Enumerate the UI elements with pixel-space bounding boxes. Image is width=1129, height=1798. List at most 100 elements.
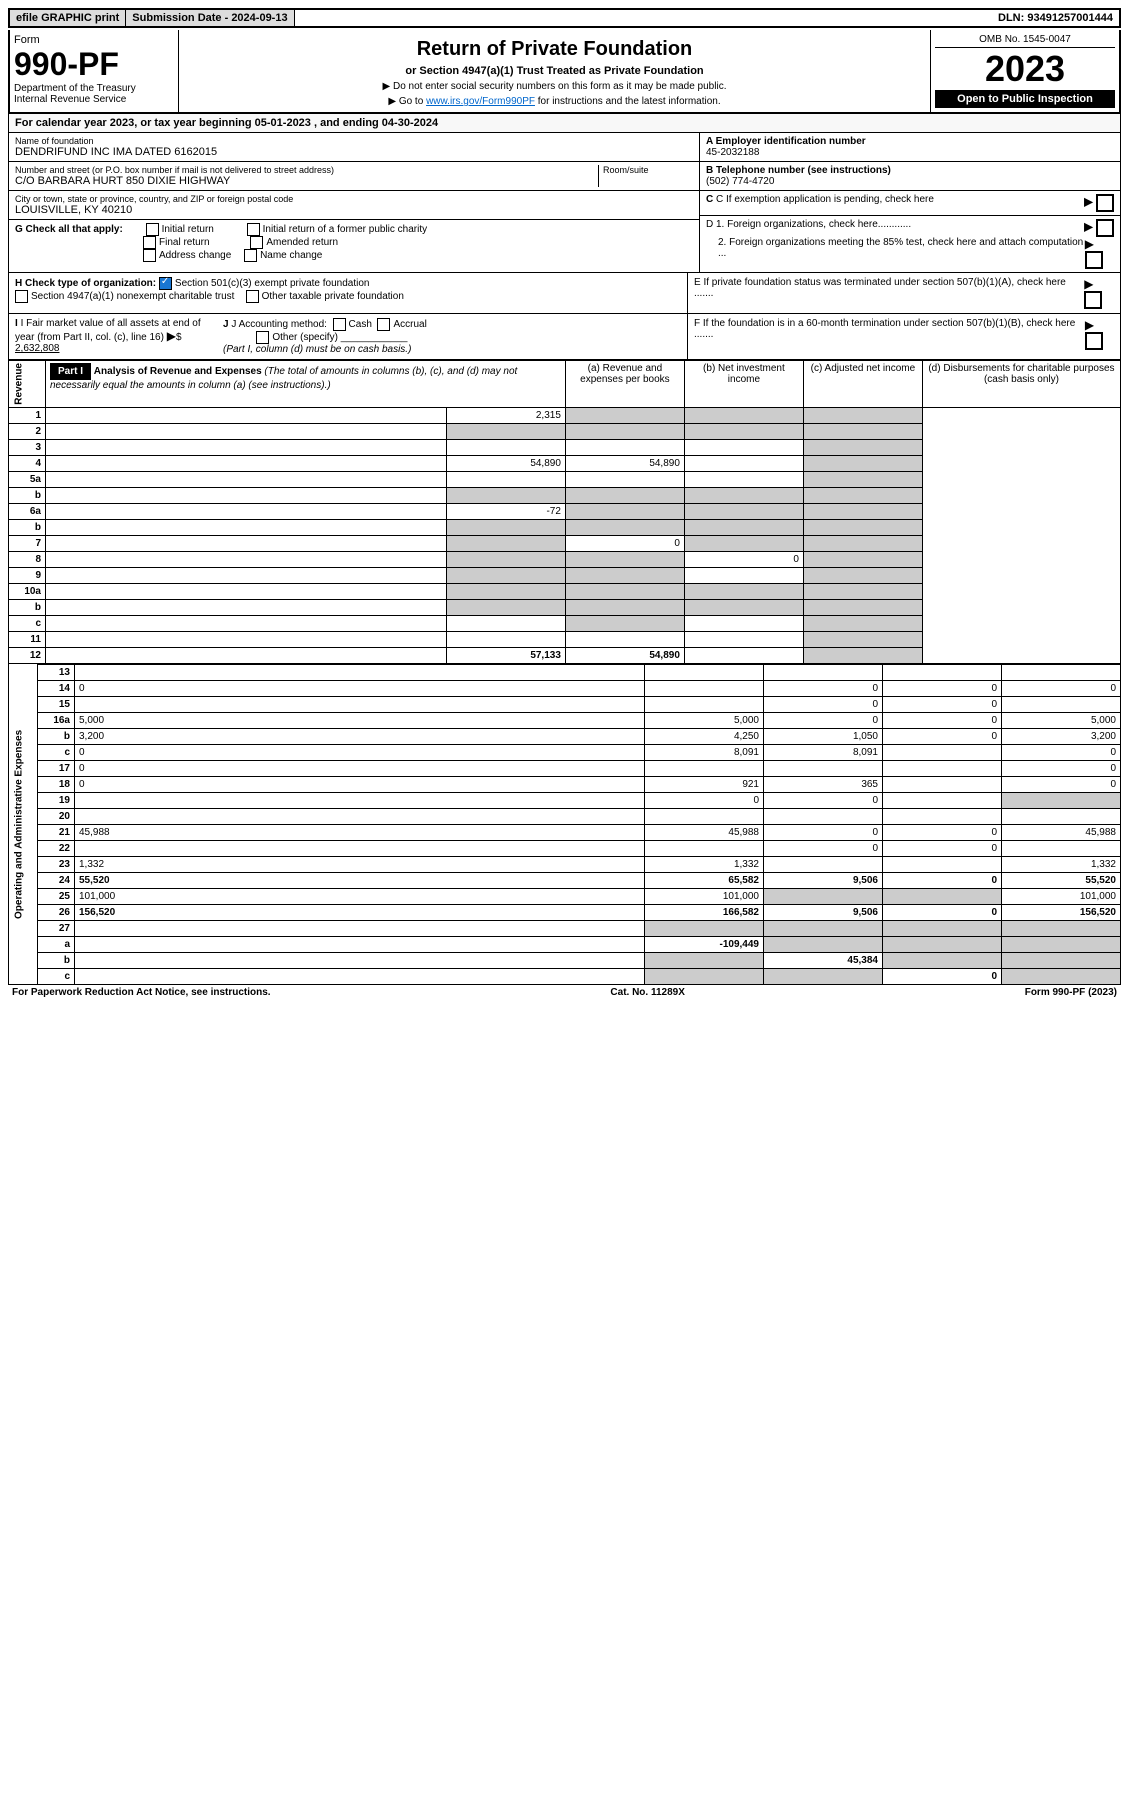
amount-cell — [684, 423, 803, 439]
line-description — [46, 439, 447, 455]
checkbox-checked-icon[interactable] — [159, 277, 172, 290]
table-row: 27 — [9, 920, 1121, 936]
amount-cell: 0 — [764, 712, 883, 728]
checkbox-icon[interactable] — [1085, 251, 1103, 269]
amount-cell — [645, 840, 764, 856]
amount-cell — [565, 439, 684, 455]
amount-cell: 54,890 — [565, 647, 684, 663]
line-description — [75, 664, 645, 680]
amount-cell: 8,091 — [645, 744, 764, 760]
table-row: 1500 — [9, 696, 1121, 712]
amount-cell: 2,315 — [446, 407, 565, 423]
form-number: 990-PF — [14, 46, 174, 83]
checkbox-icon[interactable] — [146, 223, 159, 236]
checkbox-icon[interactable] — [244, 249, 257, 262]
line-description — [75, 952, 645, 968]
line-description — [75, 840, 645, 856]
amount-cell — [764, 936, 883, 952]
amount-cell: 1,332 — [645, 856, 764, 872]
table-row: 26156,520166,5829,5060156,520 — [9, 904, 1121, 920]
amount-cell — [803, 599, 922, 615]
amount-cell — [446, 487, 565, 503]
efile-print-button[interactable]: efile GRAPHIC print — [10, 10, 126, 26]
amount-cell — [446, 631, 565, 647]
table-row: 2200 — [9, 840, 1121, 856]
amount-cell — [883, 936, 1002, 952]
line-number: b — [38, 728, 75, 744]
checkbox-icon[interactable] — [247, 223, 260, 236]
irs-link[interactable]: www.irs.gov/Form990PF — [426, 96, 535, 107]
amount-cell: 0 — [1002, 776, 1121, 792]
amount-cell — [684, 503, 803, 519]
col-c: (c) Adjusted net income — [803, 361, 922, 408]
checkbox-icon[interactable] — [1096, 219, 1114, 237]
amount-cell: 0 — [1002, 744, 1121, 760]
footer: For Paperwork Reduction Act Notice, see … — [8, 985, 1121, 1000]
amount-cell — [684, 407, 803, 423]
amount-cell — [803, 407, 922, 423]
dept: Department of the Treasury — [14, 83, 174, 94]
amount-cell — [684, 583, 803, 599]
form-label: Form — [14, 34, 174, 46]
checkbox-icon[interactable] — [1084, 291, 1102, 309]
amount-cell: 0 — [645, 792, 764, 808]
line-number: 17 — [38, 760, 75, 776]
amount-cell: 5,000 — [645, 712, 764, 728]
line-description: 0 — [75, 776, 645, 792]
line-number: a — [38, 936, 75, 952]
table-row: 3 — [9, 439, 1121, 455]
line-description: 55,520 — [75, 872, 645, 888]
checkbox-icon[interactable] — [15, 290, 28, 303]
amount-cell: 0 — [883, 904, 1002, 920]
line-description — [75, 808, 645, 824]
line-description — [46, 503, 447, 519]
amount-cell — [565, 631, 684, 647]
amount-cell: 5,000 — [1002, 712, 1121, 728]
amount-cell — [684, 487, 803, 503]
amount-cell — [803, 551, 922, 567]
amount-cell — [446, 423, 565, 439]
line-description — [75, 792, 645, 808]
header-left: Form 990-PF Department of the Treasury I… — [10, 30, 179, 112]
footer-left: For Paperwork Reduction Act Notice, see … — [12, 987, 271, 998]
line-description — [46, 647, 447, 663]
checkbox-icon[interactable] — [256, 331, 269, 344]
amount-cell — [1002, 808, 1121, 824]
dln: DLN: 93491257001444 — [992, 10, 1119, 26]
amount-cell — [684, 567, 803, 583]
checkbox-icon[interactable] — [246, 290, 259, 303]
line-number: 4 — [9, 455, 46, 471]
line-description: 1,332 — [75, 856, 645, 872]
amount-cell — [883, 952, 1002, 968]
col-a: (a) Revenue and expenses per books — [565, 361, 684, 408]
line-number: 15 — [38, 696, 75, 712]
checkbox-icon[interactable] — [143, 236, 156, 249]
checkbox-icon[interactable] — [1085, 332, 1103, 350]
form-title: Return of Private Foundation — [187, 38, 922, 61]
form-subtitle: or Section 4947(a)(1) Trust Treated as P… — [187, 65, 922, 77]
table-row: c — [9, 615, 1121, 631]
amount-cell — [446, 471, 565, 487]
table-row: 6a-72 — [9, 503, 1121, 519]
checkbox-icon[interactable] — [143, 249, 156, 262]
amount-cell: -109,449 — [645, 936, 764, 952]
amount-cell — [565, 551, 684, 567]
amount-cell: 0 — [764, 680, 883, 696]
checkbox-icon[interactable] — [377, 318, 390, 331]
header-center: Return of Private Foundation or Section … — [179, 30, 931, 112]
line-number: 25 — [38, 888, 75, 904]
amount-cell — [883, 920, 1002, 936]
checkbox-icon[interactable] — [1096, 194, 1114, 212]
part1-badge: Part I — [50, 363, 91, 380]
line-number: 14 — [38, 680, 75, 696]
checkbox-icon[interactable] — [250, 236, 263, 249]
line-number: 27 — [38, 920, 75, 936]
amount-cell — [645, 920, 764, 936]
amount-cell — [1002, 968, 1121, 984]
amount-cell: 9,506 — [764, 872, 883, 888]
line-description: 45,988 — [75, 824, 645, 840]
amount-cell — [1002, 696, 1121, 712]
table-row: b — [9, 487, 1121, 503]
checkbox-icon[interactable] — [333, 318, 346, 331]
amount-cell — [764, 920, 883, 936]
